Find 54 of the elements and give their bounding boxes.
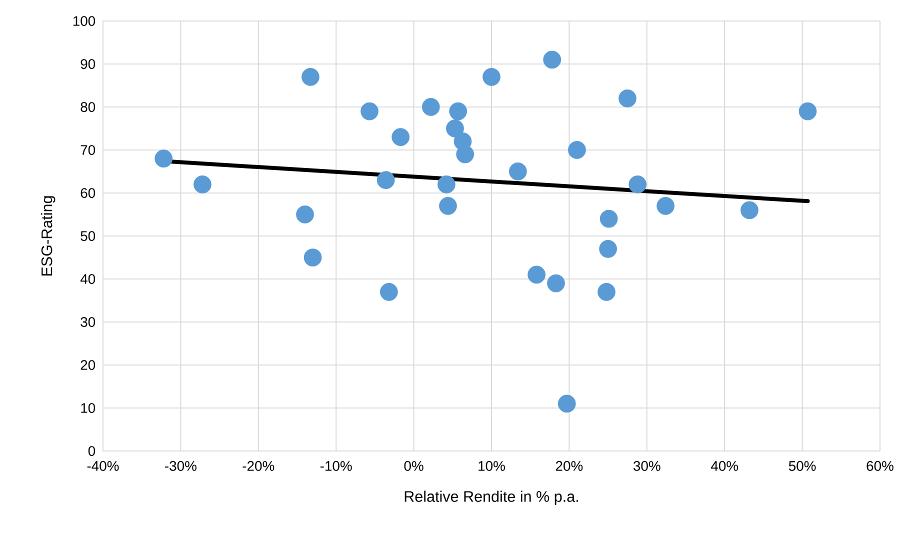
x-tick-label: 10% — [478, 461, 505, 471]
y-axis-title: ESG-Rating — [41, 196, 56, 276]
point — [547, 274, 565, 292]
x-tick-label: 20% — [556, 461, 583, 471]
point — [656, 196, 674, 215]
y-tick-label: 50 — [80, 231, 96, 241]
y-tick-label: 30 — [80, 317, 96, 327]
point — [438, 175, 456, 194]
y-tick-label: 90 — [80, 59, 96, 69]
y-tick-label: 60 — [80, 188, 96, 198]
point — [304, 248, 322, 266]
point — [154, 150, 173, 168]
x-tick-label: 50% — [788, 461, 816, 471]
point — [380, 282, 398, 301]
x-tick-label: 30% — [633, 461, 660, 471]
y-tick-label: 10 — [81, 403, 96, 413]
point — [740, 201, 758, 220]
y-tick-label: 80 — [80, 102, 96, 112]
y-tick-label: 70 — [80, 145, 96, 155]
point — [392, 128, 410, 146]
point — [618, 89, 636, 108]
x-tick-label: -40% — [87, 461, 119, 471]
x-tick-label: -20% — [242, 461, 274, 471]
point — [376, 171, 395, 190]
point — [446, 120, 464, 138]
point — [439, 196, 457, 215]
x-tick-label: -30% — [165, 461, 196, 471]
point — [628, 175, 647, 194]
point — [422, 98, 440, 116]
x-tick-label: -10% — [320, 461, 352, 471]
x-tick-label: 40% — [710, 461, 738, 471]
point — [543, 50, 562, 69]
x-axis-title: Relative Rendite in % p.a. — [404, 490, 578, 505]
point — [598, 282, 616, 301]
x-tick-label: 0% — [404, 461, 424, 471]
point — [558, 394, 576, 413]
point — [508, 162, 527, 180]
point — [194, 175, 212, 194]
point — [456, 145, 474, 164]
point — [528, 266, 546, 284]
y-tick-label: 40 — [80, 274, 96, 284]
point — [449, 102, 468, 120]
y-tick-label: 20 — [80, 360, 96, 370]
point — [302, 68, 320, 86]
point — [296, 206, 314, 224]
point — [360, 102, 378, 120]
point — [599, 240, 617, 258]
x-tick-label: 60% — [866, 461, 894, 471]
point — [482, 68, 500, 86]
point — [798, 102, 817, 120]
y-tick-label: 100 — [73, 16, 96, 26]
y-tick-label: 0 — [88, 446, 96, 456]
point — [600, 210, 618, 228]
point — [568, 141, 586, 159]
